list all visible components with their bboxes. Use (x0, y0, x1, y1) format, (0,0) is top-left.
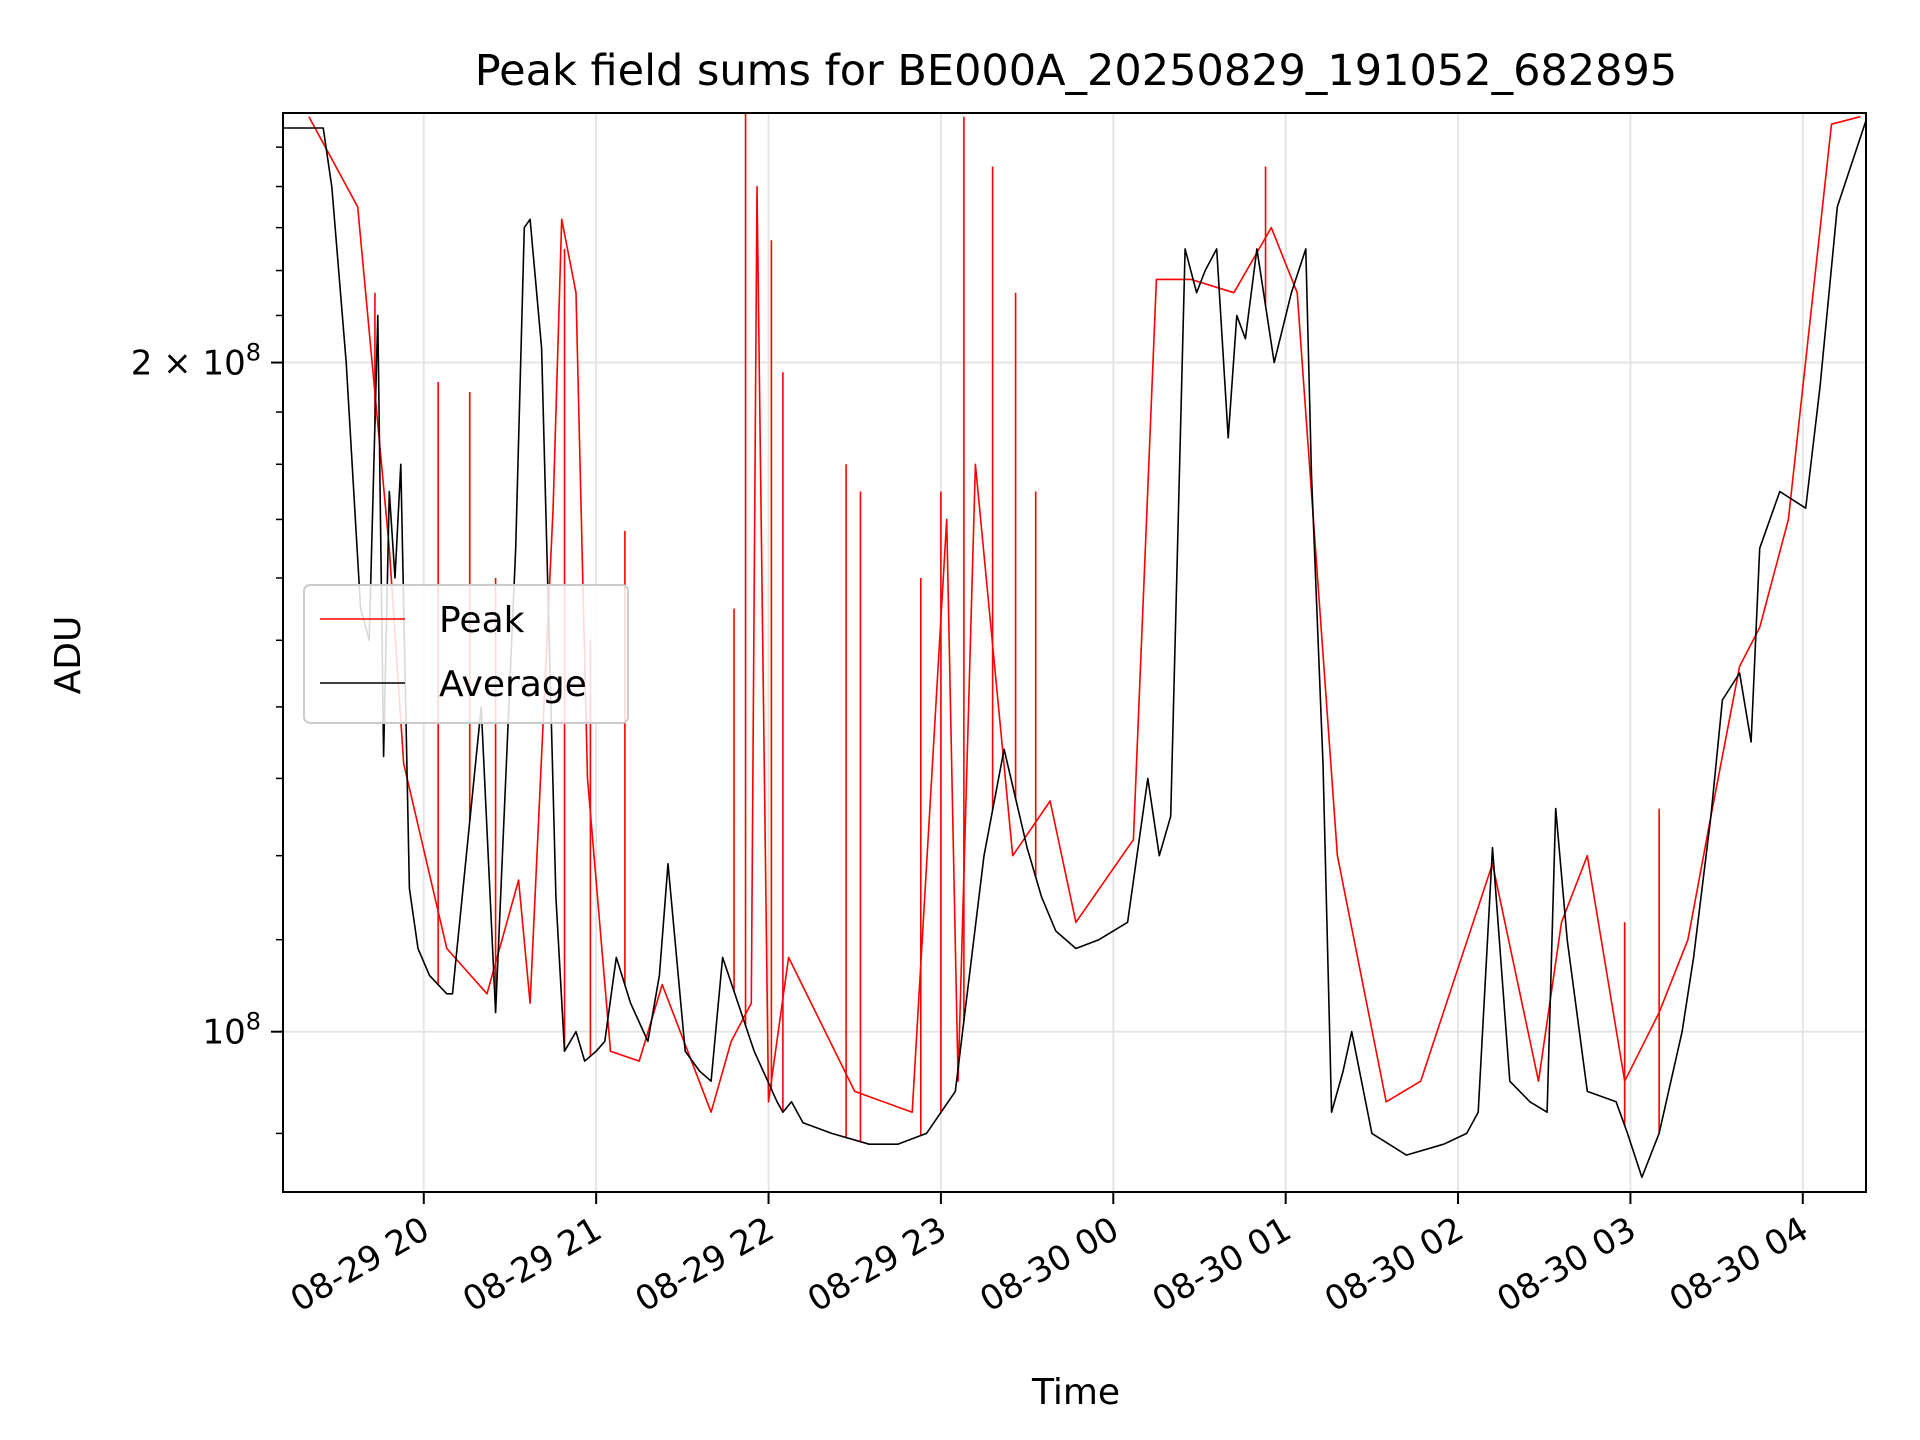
y-axis-label: ADU (48, 616, 89, 695)
y-tick-label: 2 × 108 (131, 339, 261, 384)
legend-label-peak: Peak (439, 600, 525, 641)
chart-title: Peak field sums for BE000A_20250829_1910… (475, 46, 1677, 96)
legend-label-average: Average (439, 664, 587, 705)
x-axis-label: Time (1031, 1372, 1120, 1413)
legend: Peak Average (304, 585, 628, 723)
